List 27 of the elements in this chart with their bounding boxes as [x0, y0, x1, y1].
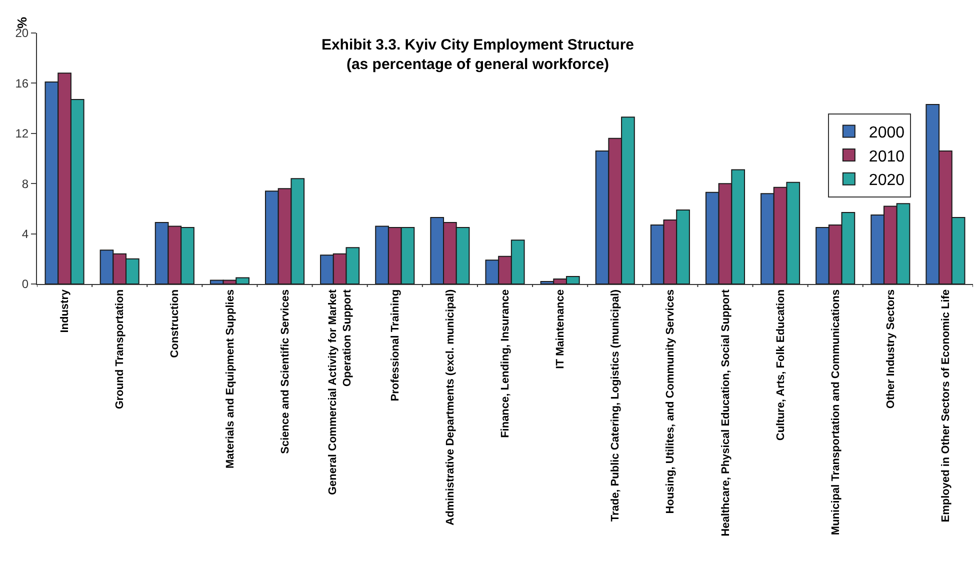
- legend-label: 2000: [868, 124, 905, 142]
- x-tick-label: Professional Training: [389, 289, 402, 402]
- x-tick-label: Healthcare, Physical Education, Social Support: [720, 289, 732, 536]
- x-tick-label: Administrative Departments (excl. municipal): [444, 289, 457, 526]
- x-tick-label: Employed in Other Sectors of Economic Life: [940, 289, 952, 522]
- x-tick-label: Construction: [169, 289, 182, 358]
- y-tick-label: 0: [22, 277, 29, 292]
- y-axis-title: %: [14, 16, 30, 28]
- x-tick-label: Other Industry Sectors: [884, 289, 897, 409]
- y-tick-label: 16: [15, 76, 29, 90]
- legend-label: 2020: [868, 172, 905, 190]
- x-tick-label: Materials and Equipment Supplies: [224, 289, 236, 468]
- x-tick-label: Ground Transportation: [114, 289, 126, 410]
- x-tick-label: Finance, Lending, Insurance: [500, 289, 512, 438]
- x-tick-label: Trade, Public Catering, Logistics (municipal): [610, 289, 622, 522]
- text: Exhibit 3.3. Kyiv City Employment Structure (as percentage of general workforce): [321, 36, 634, 74]
- x-tick-label: Industry: [59, 288, 72, 333]
- x-tick-label: Housing, Utilites, and Community Services: [664, 289, 677, 514]
- legend-label: 2010: [868, 148, 905, 166]
- x-tick-label: Culture, Arts, Folk Education: [774, 289, 787, 441]
- x-tick-label: IT Maintenance: [554, 289, 567, 369]
- x-tick-label: Science and Scientific Services: [279, 289, 292, 454]
- x-tick-label: General Commercial Activity for Market Operation Support: [327, 289, 354, 496]
- x-tick-label: Municipal Transportation and Communications: [830, 289, 842, 536]
- y-tick-label: 4: [22, 227, 29, 241]
- y-tick-label: 12: [15, 126, 29, 141]
- y-tick-label: 8: [22, 176, 29, 191]
